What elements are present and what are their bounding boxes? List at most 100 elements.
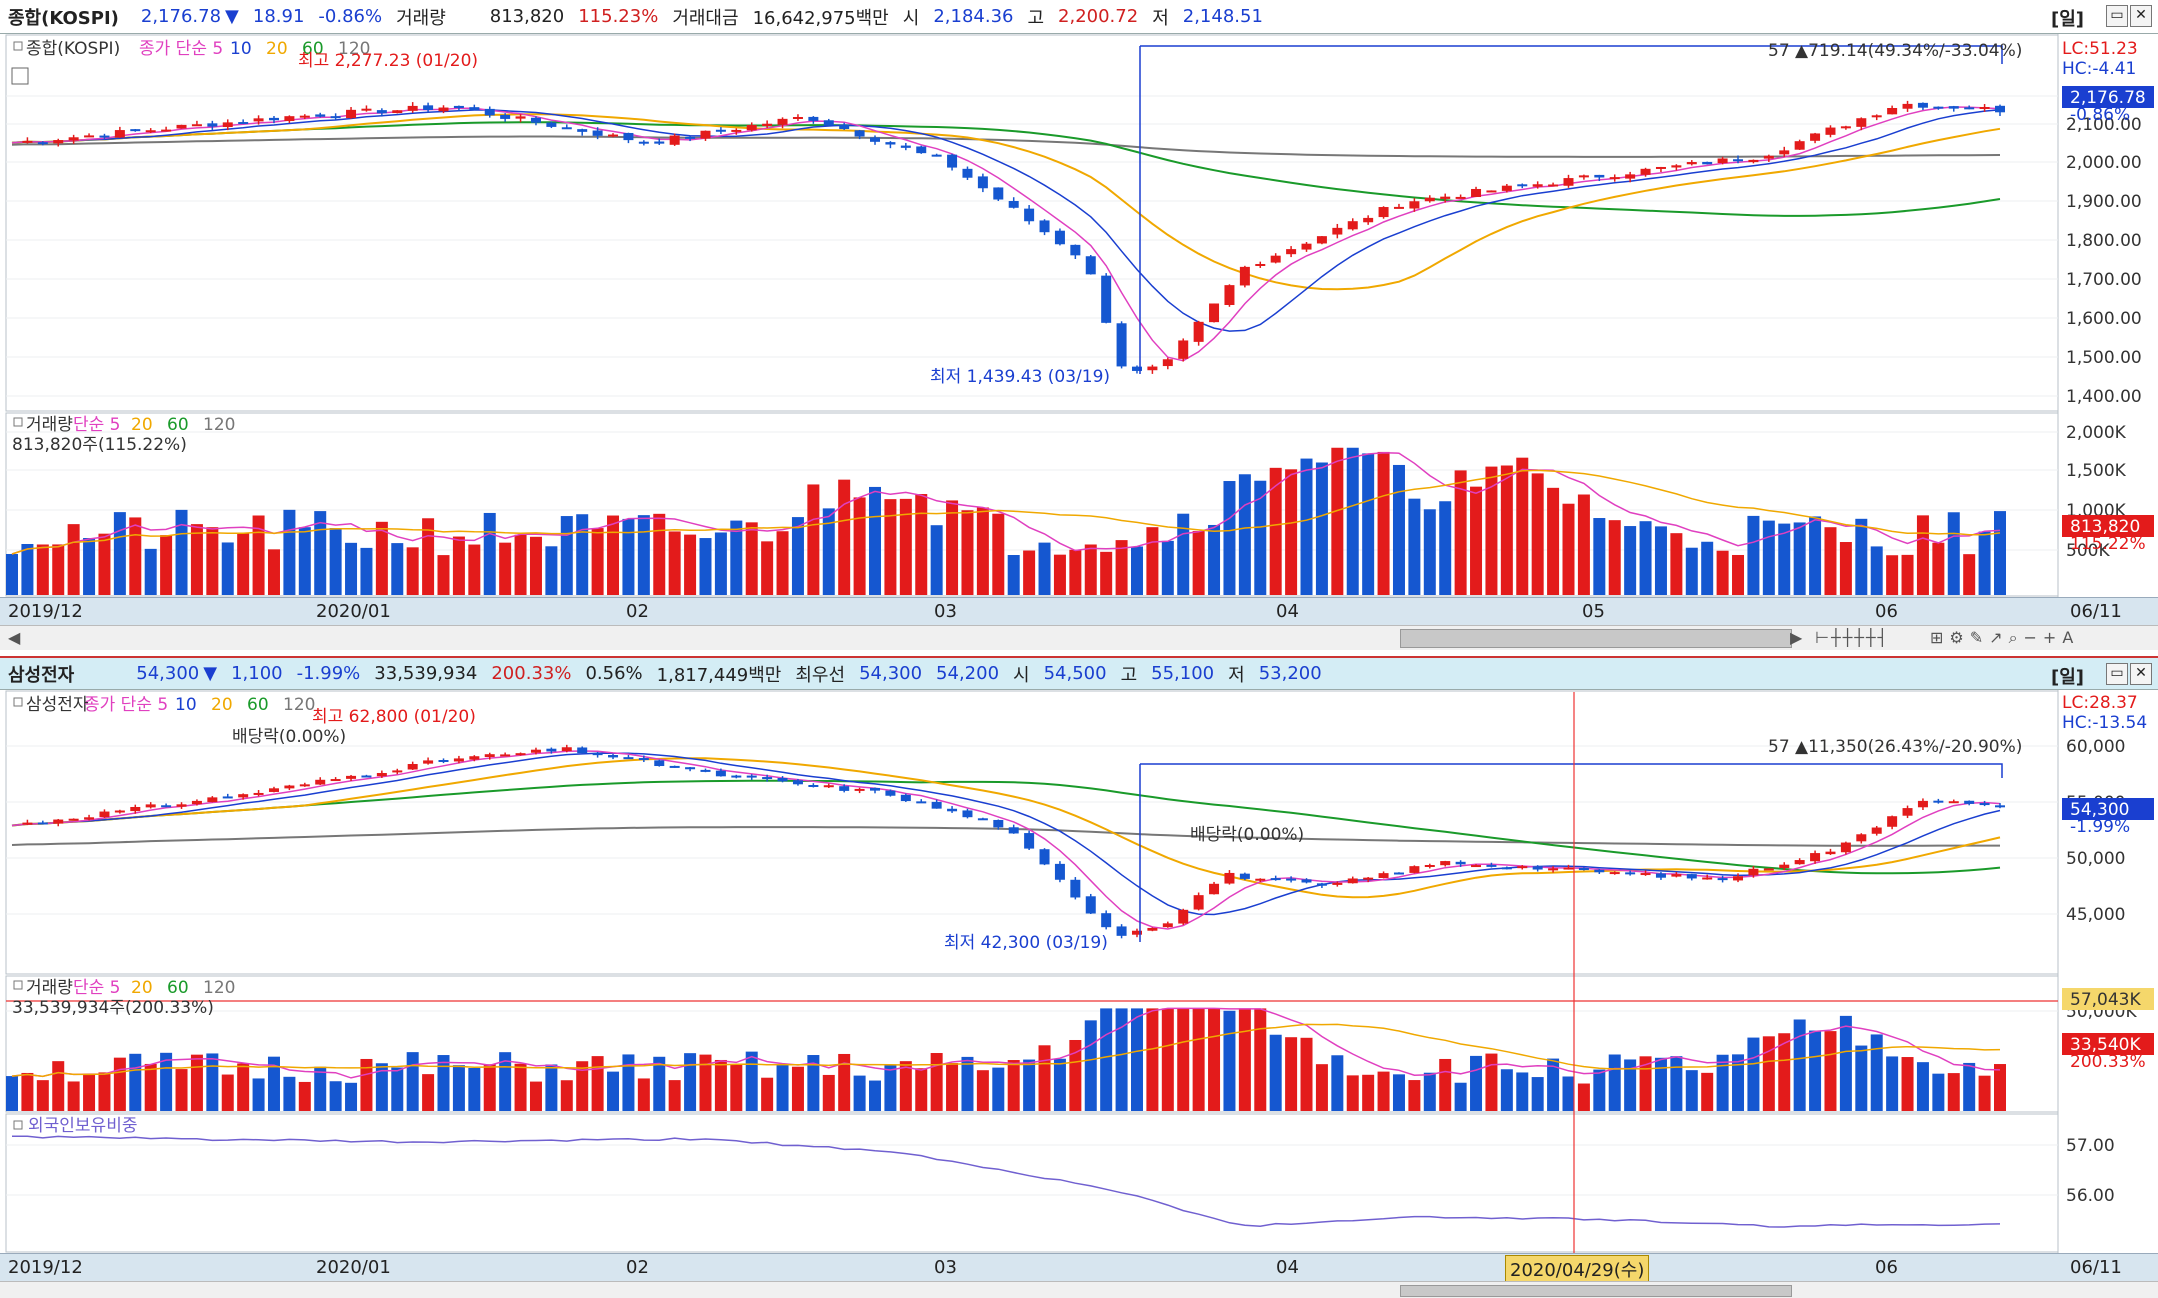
bottom-candle	[1563, 867, 1574, 870]
bottom-symbol-name[interactable]: 삼성전자	[8, 664, 75, 686]
bottom-volume-bar	[1346, 1075, 1359, 1111]
top-period-button[interactable]: [일]	[2050, 9, 2084, 30]
top-ma10-line	[11, 108, 2001, 332]
top-candle	[469, 107, 480, 111]
close-icon[interactable]: ✕	[2130, 5, 2152, 27]
top-volume-bar	[1485, 466, 1498, 595]
bottom-info-bar: 삼성전자 54,300 ▼ 1,100 -1.99% 33,539,934 20…	[0, 656, 2158, 690]
top-volume-bar	[637, 515, 650, 595]
bottom-volume-bar	[422, 1074, 435, 1111]
scroll-right-icon[interactable]: ▶	[1790, 628, 1803, 647]
bottom-volume-bar	[1654, 1057, 1667, 1111]
top-volume-bar	[946, 500, 959, 595]
top-amt: 16,642,975백만	[752, 7, 889, 29]
grid-icon	[11, 67, 29, 85]
bottom-candle	[1316, 883, 1327, 886]
date-label-end: 06/11	[2070, 601, 2122, 622]
bottom-foreign-chart[interactable]: 57.00 56.00 외국인보유비중	[0, 1113, 2158, 1253]
bottom-candle	[423, 760, 434, 764]
top-volume-bar	[267, 549, 280, 595]
bottom-candle	[962, 810, 973, 818]
bottom-volume-bar	[1331, 1055, 1344, 1111]
bottom-period-button[interactable]: [일]	[2050, 667, 2084, 688]
bottom-volume-bar	[1038, 1045, 1051, 1111]
bottom-candle	[1178, 909, 1189, 924]
top-candle	[931, 154, 942, 157]
top-candle	[669, 135, 680, 145]
bottom-volume-bar	[1685, 1070, 1698, 1111]
top-volume-bar	[1331, 447, 1344, 595]
bottom-volume-bar	[946, 1062, 959, 1111]
top-scrollbar[interactable]: ◀ ▶ ⊢┼┼┼┼┤ ⊞⚙✎↗⌕−+A	[0, 625, 2158, 650]
bottom-volume-bar	[298, 1081, 311, 1111]
top-last-vol-bg	[2062, 515, 2154, 537]
top-volume-bar	[607, 515, 620, 595]
bottom-window-buttons: ▭ ✕	[2106, 663, 2152, 685]
top-candle	[916, 146, 927, 154]
top-volume-bar	[1238, 474, 1251, 595]
top-volume-bar	[745, 522, 758, 595]
top-symbol-name[interactable]: 종합(KOSPI)	[8, 7, 119, 29]
close-icon[interactable]: ✕	[2130, 663, 2152, 685]
top-volume-bar	[930, 525, 943, 595]
zoom-slider-icon[interactable]: ⊢┼┼┼┼┤	[1815, 628, 1890, 647]
top-volume-bar	[1947, 512, 1960, 595]
bottom-candle	[1363, 877, 1374, 880]
bottom-price-axis-label: 45,000	[2066, 905, 2125, 925]
top-candle	[68, 137, 79, 141]
bottom-volume-bar	[684, 1053, 697, 1111]
legend-box-icon	[13, 697, 23, 707]
bottom-candle	[1763, 868, 1774, 871]
bottom-candle	[191, 800, 202, 805]
top-vol-label: 거래량	[396, 7, 446, 29]
top-candle	[515, 116, 526, 119]
top-volume-bar	[6, 553, 18, 595]
top-volume-bar	[1886, 555, 1899, 595]
bottom-volume-bar	[791, 1066, 804, 1111]
top-price-axis-label: 1,700.00	[2066, 270, 2142, 290]
bottom-range-bracket	[1140, 763, 2003, 778]
minimize-icon[interactable]: ▭	[2106, 663, 2128, 685]
bottom-scrollbar[interactable]	[0, 1281, 2158, 1298]
top-range-note: 57 ▲719.14(49.34%/-33.04%)	[1768, 41, 2022, 61]
top-ma60-line	[11, 121, 2001, 217]
bottom-volume-bar	[483, 1064, 496, 1111]
scroll-left-icon[interactable]: ◀	[8, 628, 21, 647]
top-volume-bar	[1053, 554, 1066, 595]
top-volume-bar	[83, 538, 96, 595]
bottom-volume-bar	[1100, 1008, 1113, 1111]
bottom-candle	[68, 818, 79, 821]
scroll-thumb[interactable]	[1400, 1285, 1792, 1297]
bottom-candle	[561, 747, 572, 752]
top-volume-bar	[1439, 501, 1452, 595]
bottom-volume-bar	[1577, 1083, 1590, 1111]
top-candle	[130, 129, 141, 132]
bottom-volume-bar	[1778, 1033, 1791, 1111]
top-volume-bar	[252, 515, 265, 595]
top-candle	[1455, 196, 1466, 199]
bottom-candle	[1856, 834, 1867, 842]
top-candle	[808, 116, 819, 121]
top-price-chart[interactable]: 2,200.002,100.002,000.001,900.001,800.00…	[0, 34, 2158, 412]
top-volume-bar	[1146, 527, 1159, 595]
minimize-icon[interactable]: ▭	[2106, 5, 2128, 27]
date-label: 02	[626, 601, 649, 622]
top-volume-bar	[406, 547, 419, 595]
top-volume-bar	[21, 543, 34, 595]
top-ma5-line	[11, 106, 2001, 362]
top-volume-bar	[1824, 527, 1837, 595]
bottom-candle	[1979, 803, 1990, 806]
bottom-price-axis-label: 50,000	[2066, 849, 2125, 869]
scroll-thumb[interactable]	[1400, 629, 1792, 648]
top-vol-legend-item: 20	[131, 415, 153, 435]
top-last-vol: 813,820	[2070, 517, 2140, 537]
top-candle	[1640, 168, 1651, 175]
bottom-candle	[1131, 930, 1142, 935]
top-volume-bar	[761, 541, 774, 595]
top-candle	[1948, 106, 1959, 109]
toolbar-icons[interactable]: ⊞⚙✎↗⌕−+A	[1930, 628, 2080, 647]
top-info-bar: 종합(KOSPI) 2,176.78 ▼ 18.91 -0.86% 거래량 81…	[0, 0, 2158, 34]
